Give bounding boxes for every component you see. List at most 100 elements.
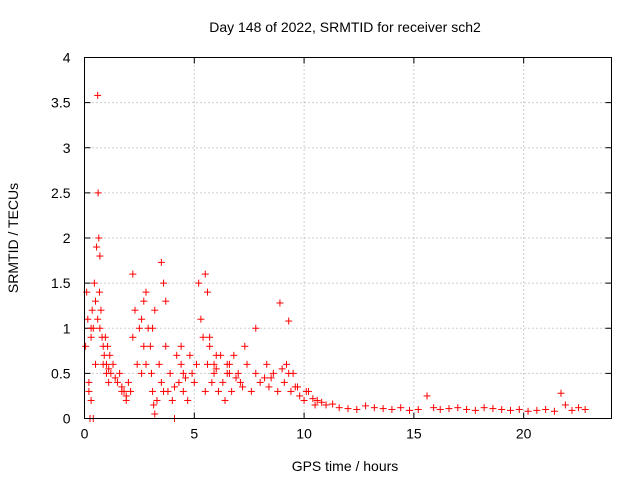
data-point [405,406,413,414]
x-tick-label: 5 [190,426,198,442]
data-point [480,404,488,412]
data-point [263,360,271,368]
data-point [129,270,137,278]
data-point [94,91,102,99]
data-point [96,252,104,260]
data-point [105,378,113,386]
data-point [138,369,146,377]
data-point [116,369,124,377]
data-point [203,360,211,368]
data-point [397,404,405,412]
data-point [87,333,95,341]
data-point [212,351,220,359]
data-point [96,324,104,332]
data-point [318,398,326,406]
data-point [230,351,238,359]
data-point [124,378,132,386]
data-point [214,387,222,395]
data-point [228,387,236,395]
data-point [122,396,130,404]
data-point [171,383,179,391]
data-point [142,288,150,296]
data-point [414,405,422,413]
data-point [97,306,105,314]
plot-frame [84,57,612,419]
data-point [149,387,157,395]
y-tick-label: 2 [63,230,71,246]
data-point [430,404,438,412]
data-point [232,374,240,382]
data-point [568,406,576,414]
y-axis-label: SRMTID / TECUs [5,183,21,293]
data-point [423,392,431,400]
data-point [322,401,330,409]
data-point [557,389,565,397]
y-tick-label: 3 [63,140,71,156]
data-point [87,324,95,332]
data-point [283,360,291,368]
data-point [561,401,569,409]
data-point [236,378,244,386]
data-point [177,360,185,368]
data-point [179,369,187,377]
data-point [93,243,101,251]
data-point [206,333,214,341]
data-point [329,400,337,408]
data-point [146,342,154,350]
data-point [293,383,301,391]
y-tick-label: 3.5 [51,95,71,111]
data-point [515,405,523,413]
data-point [131,306,139,314]
data-point [168,396,176,404]
y-tick-label: 1.5 [51,275,71,291]
data-point [445,405,453,413]
data-point [575,404,583,412]
data-point [362,402,370,410]
data-point [113,378,121,386]
data-point [109,360,117,368]
data-point [454,404,462,412]
data-point [90,279,98,287]
data-point [140,297,148,305]
data-point [111,374,119,382]
data-point [533,406,541,414]
data-point [135,324,143,332]
data-point [151,306,159,314]
data-point [150,401,158,409]
data-point [388,405,396,413]
data-point [160,279,168,287]
data-point [252,369,260,377]
x-tick-label: 15 [406,426,422,442]
data-point [175,378,183,386]
data-point [85,378,93,386]
data-point [210,360,218,368]
axis-ticks: 0 5 10 15 20 0 0.5 1 1.5 2 2.5 3 3.5 4 [51,50,612,442]
data-point [151,410,159,418]
data-point [289,369,297,377]
data-point [203,288,211,296]
data-point [265,383,273,391]
data-point [241,342,249,350]
data-point [88,306,96,314]
data-point [91,360,99,368]
data-point [256,378,264,386]
data-point [269,369,277,377]
data-point [278,365,286,373]
data-point [201,270,209,278]
data-point [506,406,514,414]
x-tick-label: 20 [516,426,532,442]
data-point [95,234,103,242]
data-point [127,387,135,395]
data-point [179,387,187,395]
data-point [353,405,361,413]
data-point [118,387,126,395]
data-point [192,360,200,368]
data-point [197,315,205,323]
data-point [311,401,319,409]
data-point [280,378,288,386]
data-point [157,378,165,386]
data-point [95,288,103,296]
data-point [267,374,275,382]
data-point [219,378,227,386]
